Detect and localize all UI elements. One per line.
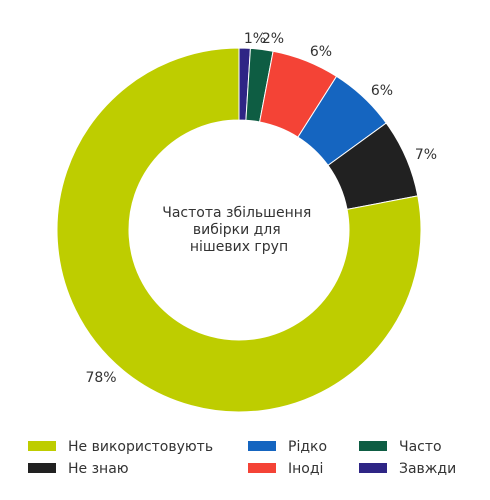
legend-label-іноді: Іноді: [288, 461, 323, 477]
donut-slices: [56, 47, 422, 413]
slice-percent-labels: 1%2% 6% 6% 7% 78%: [85, 31, 437, 386]
legend-item-не-використовують: Не використовують: [28, 439, 213, 455]
legend-label-не-використовують: Не використовують: [68, 439, 213, 455]
legend-swatch-іноді: [248, 463, 276, 473]
legend-label-завжди: Завжди: [399, 461, 456, 477]
slice-label-завжди: 1%: [244, 31, 266, 47]
legend-swatch-часто: [359, 441, 387, 451]
legend-swatch-рідко: [248, 441, 276, 451]
legend-item-іноді: Іноді: [248, 461, 323, 477]
legend-label-не-знаю: Не знаю: [68, 461, 129, 477]
slice-label-рідко: 6%: [371, 83, 393, 99]
legend-swatch-не-використовують: [28, 441, 56, 451]
legend-swatch-завжди: [359, 463, 387, 473]
legend-label-часто: Часто: [399, 439, 442, 455]
slice-label-не-знаю: 7%: [415, 147, 437, 163]
legend-item-часто: Часто: [359, 439, 442, 455]
legend-swatch-не-знаю: [28, 463, 56, 473]
center-label-line-2: вибірки для: [193, 222, 281, 238]
slice-label-іноді: 6%: [310, 44, 332, 60]
legend-label-рідко: Рідко: [288, 439, 327, 455]
chart-center-label: Частота збільшення вибірки для нішевих г…: [162, 205, 316, 255]
chart-legend: Не використовують Рідко Часто Не знаю Іноді З…: [28, 439, 456, 477]
slice-не-використовують: [56, 47, 422, 413]
legend-item-рідко: Рідко: [248, 439, 327, 455]
legend-item-не-знаю: Не знаю: [28, 461, 129, 477]
legend-item-завжди: Завжди: [359, 461, 456, 477]
center-label-line-1: Частота збільшення: [162, 205, 311, 221]
slice-label-часто: 2%: [262, 31, 284, 47]
center-label-line-3: нішевих груп: [190, 239, 288, 255]
slice-label-не-використовують: 78%: [85, 370, 116, 386]
